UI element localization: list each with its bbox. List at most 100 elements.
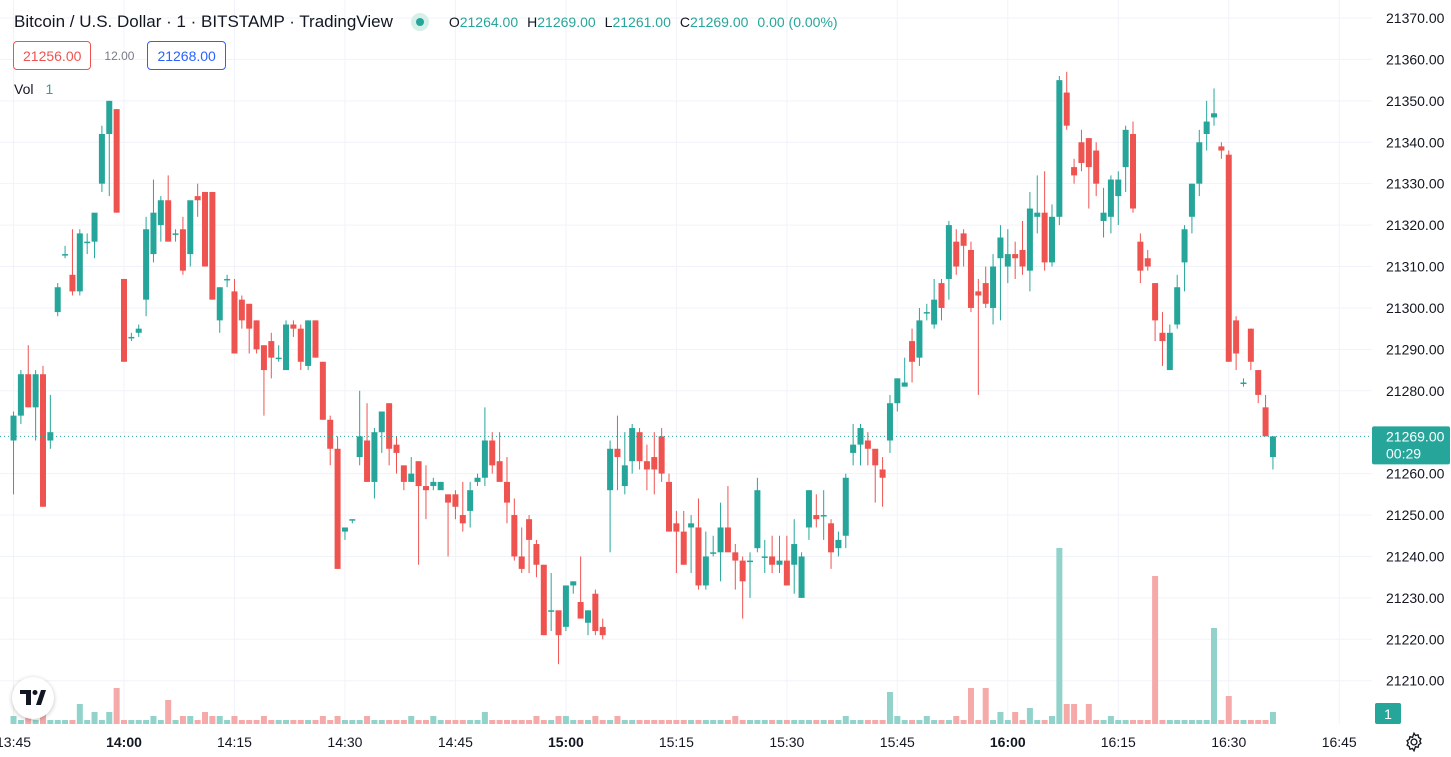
candle-body	[135, 328, 142, 333]
candle	[805, 490, 812, 540]
candle	[592, 589, 599, 636]
candle-body	[599, 626, 606, 636]
candle	[1188, 183, 1195, 234]
candle	[268, 332, 275, 379]
volume-bar	[850, 720, 857, 724]
volume-bar	[732, 716, 739, 724]
volume-bar	[702, 720, 709, 724]
candle-body	[25, 374, 32, 408]
candle-body	[584, 610, 591, 623]
candle	[246, 303, 253, 354]
candle-body	[371, 432, 378, 482]
candle	[835, 531, 842, 557]
candle	[967, 241, 974, 313]
candle	[813, 494, 820, 528]
volume-bar	[945, 720, 952, 724]
volume-bar	[798, 720, 805, 724]
candle-body	[1063, 92, 1070, 126]
volume-bar	[1004, 720, 1011, 724]
candle-body	[91, 212, 98, 242]
volume-bar	[967, 688, 974, 724]
candle-body	[805, 490, 812, 528]
candle	[91, 212, 98, 259]
volume-bar	[1247, 720, 1254, 724]
candle-body	[84, 241, 91, 244]
volume-bar	[548, 720, 555, 724]
volume-bar	[128, 720, 135, 724]
tradingview-logo-icon[interactable]	[12, 677, 54, 719]
candle-body	[489, 440, 496, 466]
volume-bar	[791, 720, 798, 724]
candle-body	[1012, 254, 1019, 259]
price-axis[interactable]: 21210.00 21220.00 21230.00 21240.00 21250.00…	[1386, 10, 1445, 689]
volume-bar	[445, 720, 452, 724]
candle-body	[1107, 179, 1114, 217]
market-open-icon	[410, 13, 429, 31]
candle	[894, 378, 901, 412]
candle	[113, 109, 120, 213]
candle	[1100, 187, 1107, 238]
candle	[260, 345, 267, 416]
candle	[1166, 324, 1173, 371]
candle-body	[1159, 332, 1166, 342]
candle-body	[1255, 370, 1262, 395]
candle-body	[1203, 121, 1210, 134]
volume-bar	[1174, 720, 1181, 724]
candle-body	[747, 560, 754, 563]
candle-body	[113, 109, 120, 213]
candle-body	[76, 233, 83, 292]
volume-bar	[1262, 720, 1269, 724]
volume-value: 1	[45, 81, 54, 97]
price-tick-label: 21300.00	[1386, 300, 1445, 316]
volume-bar	[864, 720, 871, 724]
volume-bar	[710, 720, 717, 724]
candle-body	[1174, 287, 1181, 325]
candle	[688, 515, 695, 574]
candle	[54, 283, 61, 317]
candle-body	[975, 291, 982, 296]
candle	[224, 274, 231, 288]
candle-body	[1130, 133, 1137, 209]
volume-bar	[1144, 720, 1151, 724]
gear-icon[interactable]	[1401, 729, 1427, 755]
candle	[953, 229, 960, 275]
candle	[570, 581, 577, 594]
candle-body	[1269, 436, 1276, 458]
candle-body	[62, 254, 69, 256]
time-axis[interactable]: 13:45 14:00 14:15 14:30 14:45 15:00 15:15 15:30…	[0, 734, 1357, 750]
volume-bar	[886, 692, 893, 724]
price-tick-label: 21280.00	[1386, 383, 1445, 399]
candle-body	[688, 523, 695, 528]
candle	[393, 436, 400, 474]
candle	[1152, 283, 1159, 342]
candle	[1107, 175, 1114, 234]
candle-body	[813, 515, 820, 520]
volume-legend[interactable]: Vol 1	[14, 81, 53, 97]
price-tick-label: 21370.00	[1386, 10, 1445, 26]
volume-bar	[91, 712, 98, 724]
candle	[717, 502, 724, 582]
candle-body	[143, 229, 150, 300]
candle-body	[165, 200, 172, 242]
candle	[165, 175, 172, 242]
volume-bar	[17, 720, 24, 724]
volume-bar	[1203, 720, 1210, 724]
buy-button[interactable]: 21268.00	[147, 41, 226, 70]
candle-body	[607, 448, 614, 491]
sell-button[interactable]: 21256.00	[13, 41, 92, 70]
volume-bar	[62, 720, 69, 724]
symbol-title[interactable]: Bitcoin / U.S. Dollar · 1 · BITSTAMP · T…	[14, 12, 393, 31]
candle-body	[621, 465, 628, 487]
candle	[828, 519, 835, 569]
time-tick-label: 15:15	[659, 734, 694, 750]
candle-body	[1115, 179, 1122, 197]
candle-body	[1004, 254, 1011, 267]
volume-bar	[503, 720, 510, 724]
candle-body	[1240, 382, 1247, 384]
candle-body	[268, 341, 275, 358]
candle-body	[769, 556, 776, 565]
candle	[489, 432, 496, 474]
volume-bar	[931, 720, 938, 724]
candle	[1093, 142, 1100, 197]
